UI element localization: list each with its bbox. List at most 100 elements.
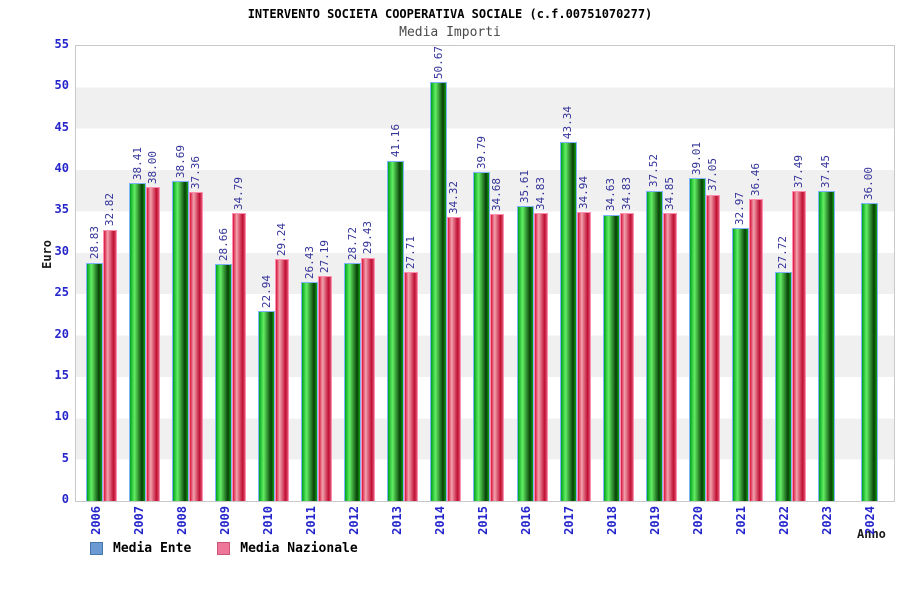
value-label-media-nazionale-2006: 32.82 bbox=[103, 193, 116, 227]
value-label-media-ente-2021: 32.97 bbox=[733, 192, 747, 226]
bar-media-nazionale-2022[interactable] bbox=[791, 190, 806, 501]
chart-title: INTERVENTO SOCIETA COOPERATIVA SOCIALE (… bbox=[247, 7, 653, 21]
x-category-label-2017: 2017 bbox=[562, 506, 577, 535]
chart-subtitle: Media Importi bbox=[399, 25, 501, 40]
bar-media-ente-2015[interactable] bbox=[473, 171, 491, 501]
legend-item-media-ente[interactable]: Media Ente bbox=[90, 541, 191, 556]
x-category-label-2020: 2020 bbox=[691, 506, 706, 535]
x-category-label-2014: 2014 bbox=[432, 506, 447, 535]
bar-media-nazionale-2015[interactable] bbox=[490, 214, 505, 501]
bar-media-ente-2024[interactable] bbox=[860, 203, 878, 501]
y-tick-label-55: 55 bbox=[54, 37, 69, 51]
bar-media-nazionale-2008[interactable] bbox=[189, 191, 204, 501]
x-category-label-2011: 2011 bbox=[303, 506, 318, 535]
bar-media-ente-2006[interactable] bbox=[86, 262, 103, 501]
x-category-label-2006: 2006 bbox=[88, 506, 103, 535]
y-tick-label-35: 35 bbox=[54, 202, 69, 217]
bar-media-nazionale-2010[interactable] bbox=[275, 259, 290, 501]
bar-media-ente-2023[interactable] bbox=[817, 191, 835, 501]
bar-media-nazionale-2014[interactable] bbox=[447, 217, 462, 501]
value-label-media-ente-2008: 38.69 bbox=[173, 144, 187, 178]
value-label-media-ente-2009: 28.66 bbox=[216, 227, 230, 261]
bar-media-ente-2011[interactable] bbox=[301, 282, 319, 501]
bar-media-ente-2017[interactable] bbox=[559, 142, 577, 501]
bar-media-nazionale-2012[interactable] bbox=[361, 257, 376, 501]
bar-media-ente-2014[interactable] bbox=[430, 81, 448, 501]
x-category-label-2009: 2009 bbox=[217, 506, 232, 535]
y-tick-label-45: 45 bbox=[54, 119, 69, 134]
bar-media-nazionale-2011[interactable] bbox=[318, 276, 333, 501]
value-label-media-nazionale-2009: 34.79 bbox=[232, 177, 246, 211]
bar-media-ente-2007[interactable] bbox=[129, 183, 147, 501]
x-category-label-2008: 2008 bbox=[174, 506, 189, 535]
bar-media-ente-2020[interactable] bbox=[688, 178, 706, 501]
value-label-media-ente-2020: 39.01 bbox=[690, 142, 704, 176]
value-label-media-ente-2022: 27.72 bbox=[776, 235, 790, 269]
value-label-media-nazionale-2013: 27.71 bbox=[404, 235, 418, 269]
x-category-label-2019: 2019 bbox=[648, 506, 663, 535]
bar-media-ente-2021[interactable] bbox=[731, 228, 749, 501]
y-tick-label-20: 20 bbox=[54, 326, 69, 341]
bar-media-ente-2013[interactable] bbox=[387, 160, 405, 501]
value-label-media-ente-2014: 50.67 bbox=[431, 45, 445, 79]
value-label-media-nazionale-2015: 34.68 bbox=[490, 177, 504, 212]
x-category-label-2018: 2018 bbox=[605, 506, 620, 535]
value-label-media-ente-2024: 36.00 bbox=[862, 167, 876, 201]
bar-media-nazionale-2019[interactable] bbox=[662, 212, 677, 501]
bar-media-ente-2008[interactable] bbox=[172, 180, 190, 501]
value-label-media-nazionale-2021: 36.46 bbox=[748, 163, 762, 197]
value-label-media-nazionale-2016: 34.83 bbox=[533, 176, 547, 210]
value-label-media-ente-2006: 28.83 bbox=[87, 226, 101, 260]
value-label-media-ente-2010: 22.94 bbox=[259, 275, 273, 309]
media-ente-swatch-icon bbox=[90, 542, 103, 555]
y-tick-label-50: 50 bbox=[54, 78, 69, 93]
x-category-label-2021: 2021 bbox=[734, 506, 749, 535]
media-nazionale-swatch-icon bbox=[217, 542, 231, 555]
value-label-media-ente-2019: 37.52 bbox=[647, 154, 661, 188]
value-label-media-nazionale-2010: 29.24 bbox=[275, 222, 289, 257]
bar-media-ente-2009[interactable] bbox=[215, 263, 233, 501]
bar-media-nazionale-2013[interactable] bbox=[404, 271, 419, 501]
bar-media-nazionale-2016[interactable] bbox=[533, 212, 548, 501]
legend-label-media-nazionale: Media Nazionale bbox=[240, 541, 358, 556]
value-label-media-nazionale-2019: 34.85 bbox=[662, 176, 676, 210]
bar-media-nazionale-2018[interactable] bbox=[619, 212, 634, 501]
legend-item-media-nazionale[interactable]: Media Nazionale bbox=[217, 541, 358, 556]
bar-media-ente-2016[interactable] bbox=[516, 206, 534, 501]
bar-media-nazionale-2021[interactable] bbox=[748, 199, 763, 501]
y-tick-label-15: 15 bbox=[54, 367, 69, 382]
value-label-media-ente-2007: 38.41 bbox=[130, 147, 144, 181]
x-category-label-2024: 2024 bbox=[863, 506, 878, 535]
value-label-media-nazionale-2007: 38.00 bbox=[146, 150, 160, 184]
x-category-label-2010: 2010 bbox=[260, 506, 275, 535]
legend-label-media-ente: Media Ente bbox=[113, 541, 192, 556]
bar-media-ente-2022[interactable] bbox=[774, 271, 792, 501]
value-label-media-ente-2017: 43.34 bbox=[561, 106, 575, 140]
value-label-media-nazionale-2022: 37.49 bbox=[791, 154, 805, 188]
value-label-media-ente-2016: 35.61 bbox=[518, 170, 532, 204]
value-label-media-nazionale-2011: 27.19 bbox=[318, 239, 332, 274]
value-label-media-ente-2015: 39.79 bbox=[474, 135, 488, 169]
plot-area: 28.83 32.82 38.41 38.00 38.69 37.36 28.66 34.79… bbox=[75, 45, 895, 502]
value-label-media-nazionale-2012: 29.43 bbox=[361, 221, 375, 255]
bar-media-nazionale-2009[interactable] bbox=[232, 213, 247, 501]
x-category-label-2007: 2007 bbox=[131, 506, 146, 535]
x-category-label-2022: 2022 bbox=[777, 506, 792, 535]
x-category-label-2023: 2023 bbox=[820, 506, 835, 535]
x-category-label-2015: 2015 bbox=[476, 506, 490, 535]
bar-media-nazionale-2007[interactable] bbox=[146, 186, 161, 501]
value-label-media-ente-2012: 28.72 bbox=[345, 227, 359, 261]
y-tick-label-10: 10 bbox=[54, 409, 69, 424]
value-label-media-ente-2013: 41.16 bbox=[388, 124, 402, 158]
bar-media-nazionale-2020[interactable] bbox=[705, 194, 720, 501]
bar-media-ente-2019[interactable] bbox=[645, 190, 663, 501]
x-axis-title: Anno bbox=[857, 527, 886, 541]
bar-media-ente-2012[interactable] bbox=[344, 263, 362, 501]
bar-media-nazionale-2017[interactable] bbox=[576, 211, 591, 501]
bar-media-ente-2010[interactable] bbox=[258, 311, 276, 501]
bar-media-ente-2018[interactable] bbox=[602, 214, 620, 501]
bar-media-nazionale-2006[interactable] bbox=[103, 229, 117, 501]
value-label-media-ente-2023: 37.45 bbox=[819, 155, 833, 189]
value-label-media-nazionale-2008: 37.36 bbox=[189, 155, 203, 189]
